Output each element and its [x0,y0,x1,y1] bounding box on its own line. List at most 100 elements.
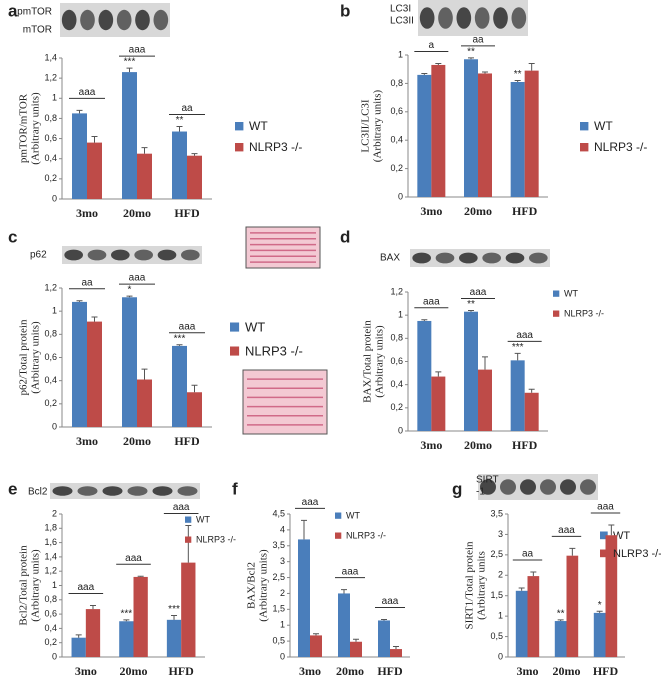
blot-band [459,252,478,264]
y-tick-label: 0,6 [44,352,57,362]
x-tick-label: 3mo [299,664,321,678]
y-tick-label: 4,5 [272,508,285,518]
error-bar [530,571,537,577]
y-tick-label: 1 [280,620,285,630]
panel-label: e [8,479,17,498]
blot-band [181,249,200,261]
legend-swatch [580,143,589,152]
y-tick-label: 2,5 [490,549,503,559]
significance-label: aaa [129,273,146,284]
bar [527,576,540,657]
y-axis-label: BAX/Total protein [362,320,374,403]
y-tick-label: 0,2 [44,173,57,183]
error-bar [468,310,474,312]
error-bar [301,519,307,540]
bar [298,539,310,657]
significance-label: a [429,40,435,51]
error-bar [313,633,319,636]
error-bar [141,147,148,154]
bar [464,59,478,198]
x-tick-label: 3mo [76,206,98,220]
error-bar [514,352,521,361]
blot-label: BAX [380,253,400,264]
blot-band [474,7,490,29]
error-bar [89,605,96,610]
error-bar [91,136,98,143]
y-tick-label: 1 [52,580,57,590]
y-tick-label: 0,8 [390,78,403,88]
legend-label: NLRP3 -/- [346,530,386,540]
error-bar [176,125,183,132]
bar [85,609,101,657]
bar [390,649,402,657]
y-axis-label: (Arbitrary units) [30,549,42,622]
error-bar [557,619,564,622]
y-tick-label: 1 [52,306,57,316]
blot-band [127,486,148,496]
bar [338,593,350,657]
y-axis-label: LC3II/LC3I [360,99,372,152]
significance-label: aaa [342,566,359,577]
legend-label: NLRP3 -/- [196,534,236,544]
significance-star: *** [124,57,136,68]
chart-panel: g SIRT-1 0 0,5 1 1,5 2 2,5 3 3,5 SIRT1/Total prote… [452,474,661,678]
bar [417,320,432,431]
y-tick-label: 2 [52,508,57,518]
x-tick-label: HFD [593,664,619,678]
significance-label: aaa [516,330,533,341]
blot-band [560,479,576,495]
bar [87,142,102,199]
bar [566,555,579,657]
y-tick-label: 1,5 [272,604,285,614]
legend-label: NLRP3 -/- [564,308,604,318]
blot-label: LC3II [390,16,414,27]
blot-band [135,9,150,31]
chart-panel: e Bcl2 0 0,2 0,4 0,6 0,8 1 1,2 1,4 1,6 1,8 2 Bcl2/Tot… [8,479,236,677]
blot-band [153,9,169,31]
y-tick-label: 0 [52,651,57,661]
chart-panel: c p62 0 0,2 0,4 0,6 0,8 1 1,2 p62/Total protein (A… [8,226,328,448]
x-tick-label: 3mo [76,434,98,448]
significance-label: aaa [77,582,94,593]
y-tick-label: 0,4 [44,375,57,385]
y-tick-label: 3,5 [490,508,503,518]
significance-star: *** [121,608,133,619]
significance-label: aaa [558,525,575,536]
bar [464,311,478,431]
blot-band [482,252,501,264]
significance-label: aaa [423,296,440,307]
blot-band [98,9,114,31]
ponceau-image [242,369,328,435]
y-axis-label: Bcl2/Total protein [18,545,30,626]
y-tick-label: 0,4 [390,135,403,145]
y-tick-label: 0,5 [272,635,285,645]
blot-label: -1 [476,487,485,498]
panel-label: c [8,227,17,246]
y-axis-label: (Arbitrary units [476,551,488,620]
blot-background [418,0,528,36]
y-axis-label: (Arbitrary units) [372,89,384,162]
bar [431,64,446,197]
x-tick-label: 3mo [75,664,97,678]
bar [133,576,148,657]
error-bar [569,547,576,556]
y-tick-label: 1 [52,93,57,103]
error-bar [482,356,488,370]
x-tick-label: 20mo [464,438,492,452]
significance-star: ** [557,608,565,619]
error-bar [608,524,615,536]
x-tick-label: 3mo [517,664,539,678]
bar [72,113,87,199]
error-bar [176,344,183,346]
y-tick-label: 0,8 [44,594,57,604]
bar [524,70,539,197]
significance-star: *** [168,604,180,615]
bar [187,155,202,199]
bar [172,345,187,427]
blot-band [520,479,536,495]
y-axis-label: (Arbitrary units) [30,92,42,165]
bar [515,590,528,657]
blot-band [456,7,472,29]
error-bar [381,619,387,621]
